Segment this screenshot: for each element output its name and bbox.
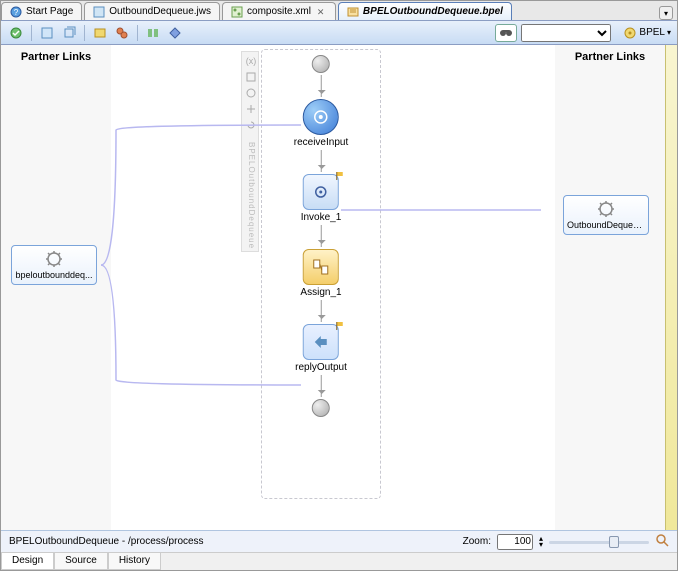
assign-icon <box>311 257 331 277</box>
tool-icon-5[interactable] <box>144 24 162 42</box>
btab-history[interactable]: History <box>108 553 161 570</box>
separator <box>137 25 138 41</box>
zoom-controls: Zoom: ▴▾ <box>463 533 669 550</box>
canvas-area: Partner Links bpeloutbounddeq... − (x) B… <box>1 45 677 530</box>
component-icon <box>597 200 615 218</box>
flow-column: receiveInput Invoke_1 Assign_1 <box>294 55 348 417</box>
arrow-icon <box>320 375 321 397</box>
node-label: replyOutput <box>295 362 347 373</box>
validate-icon[interactable] <box>7 24 25 42</box>
tool-icon-2[interactable] <box>60 24 78 42</box>
separator <box>84 25 85 41</box>
canvas[interactable]: − (x) BPELOutboundDequeue receiveInput <box>111 45 555 530</box>
partner-label: bpeloutbounddeq... <box>15 270 93 280</box>
tab-start-page[interactable]: ? Start Page <box>1 2 82 20</box>
zoom-stepper[interactable]: ▴▾ <box>539 536 543 548</box>
gear-icon <box>623 26 637 40</box>
tab-outbound-jws[interactable]: OutboundDequeue.jws <box>84 2 220 20</box>
bottom-tabs: Design Source History <box>1 552 677 570</box>
binoculars-icon[interactable] <box>495 24 517 42</box>
arrow-icon <box>320 75 321 97</box>
component-icon <box>45 250 63 268</box>
vertical-toolbar: (x) BPELOutboundDequeue <box>241 51 259 252</box>
right-strip <box>665 45 677 530</box>
assign-node[interactable]: Assign_1 <box>300 249 341 298</box>
reply-node[interactable]: replyOutput <box>295 324 347 373</box>
fit-icon[interactable] <box>655 533 669 550</box>
flag-icon <box>336 171 346 181</box>
vtool-5[interactable] <box>244 118 258 132</box>
node-label: receiveInput <box>294 137 348 148</box>
btab-source[interactable]: Source <box>54 553 108 570</box>
help-icon: ? <box>10 6 22 18</box>
tool-icon-3[interactable] <box>91 24 109 42</box>
chevron-down-icon: ▾ <box>667 28 671 37</box>
panel-title: Partner Links <box>555 45 665 69</box>
zoom-slider[interactable] <box>549 538 649 546</box>
zoom-input[interactable] <box>497 534 533 550</box>
status-bar: BPELOutboundDequeue - /process/process Z… <box>1 530 677 552</box>
arrow-icon <box>320 150 321 172</box>
bpel-icon <box>347 6 359 18</box>
tab-composite-xml[interactable]: composite.xml ✕ <box>222 2 336 20</box>
vertical-label: BPELOutboundDequeue <box>244 142 256 249</box>
search-combo[interactable] <box>521 24 611 42</box>
partner-link-right[interactable]: OutboundDequeu... <box>563 195 649 235</box>
invoke-node[interactable]: Invoke_1 <box>301 174 342 223</box>
svg-text:?: ? <box>14 8 19 17</box>
flag-icon <box>336 321 346 331</box>
separator <box>31 25 32 41</box>
gear-icon <box>311 182 331 202</box>
status-path: BPELOutboundDequeue - /process/process <box>9 536 204 547</box>
tool-icon-1[interactable] <box>38 24 56 42</box>
search-area <box>495 24 611 42</box>
right-partner-panel: Partner Links OutboundDequeu... <box>555 45 665 530</box>
node-label: Invoke_1 <box>301 212 342 223</box>
arrow-icon <box>320 225 321 247</box>
zoom-label: Zoom: <box>463 536 491 547</box>
mode-label: BPEL <box>639 27 665 38</box>
tab-label: Start Page <box>26 6 73 17</box>
receive-node[interactable]: receiveInput <box>294 99 348 148</box>
partner-label: OutboundDequeu... <box>567 220 645 230</box>
composite-icon <box>231 6 243 18</box>
end-node[interactable] <box>312 399 330 417</box>
close-icon[interactable]: ✕ <box>317 7 327 17</box>
slider-track <box>549 541 649 544</box>
mode-selector[interactable]: BPEL ▾ <box>623 26 671 40</box>
vtool-2[interactable] <box>244 70 258 84</box>
tool-icon-4[interactable] <box>113 24 131 42</box>
document-tabs: ? Start Page OutboundDequeue.jws composi… <box>1 1 677 21</box>
tab-bpel[interactable]: BPELOutboundDequeue.bpel <box>338 2 512 20</box>
partner-link-left[interactable]: bpeloutbounddeq... <box>11 245 97 285</box>
tab-list-dropdown[interactable]: ▾ <box>659 6 673 20</box>
vtool-1[interactable]: (x) <box>244 54 258 68</box>
left-partner-panel: Partner Links bpeloutbounddeq... <box>1 45 111 530</box>
tab-label: OutboundDequeue.jws <box>109 6 211 17</box>
reply-icon <box>311 332 331 352</box>
gear-icon <box>311 107 331 127</box>
node-label: Assign_1 <box>300 287 341 298</box>
arrow-icon <box>320 300 321 322</box>
tool-icon-6[interactable] <box>166 24 184 42</box>
vtool-3[interactable] <box>244 86 258 100</box>
panel-title: Partner Links <box>1 45 111 69</box>
tab-label: BPELOutboundDequeue.bpel <box>363 6 503 17</box>
btab-design[interactable]: Design <box>1 553 54 570</box>
vtool-4[interactable] <box>244 102 258 116</box>
workspace-icon <box>93 6 105 18</box>
app-window: ? Start Page OutboundDequeue.jws composi… <box>0 0 678 571</box>
start-node[interactable] <box>312 55 330 73</box>
slider-thumb[interactable] <box>609 536 619 548</box>
tab-label: composite.xml <box>247 6 311 17</box>
toolbar: BPEL ▾ <box>1 21 677 45</box>
